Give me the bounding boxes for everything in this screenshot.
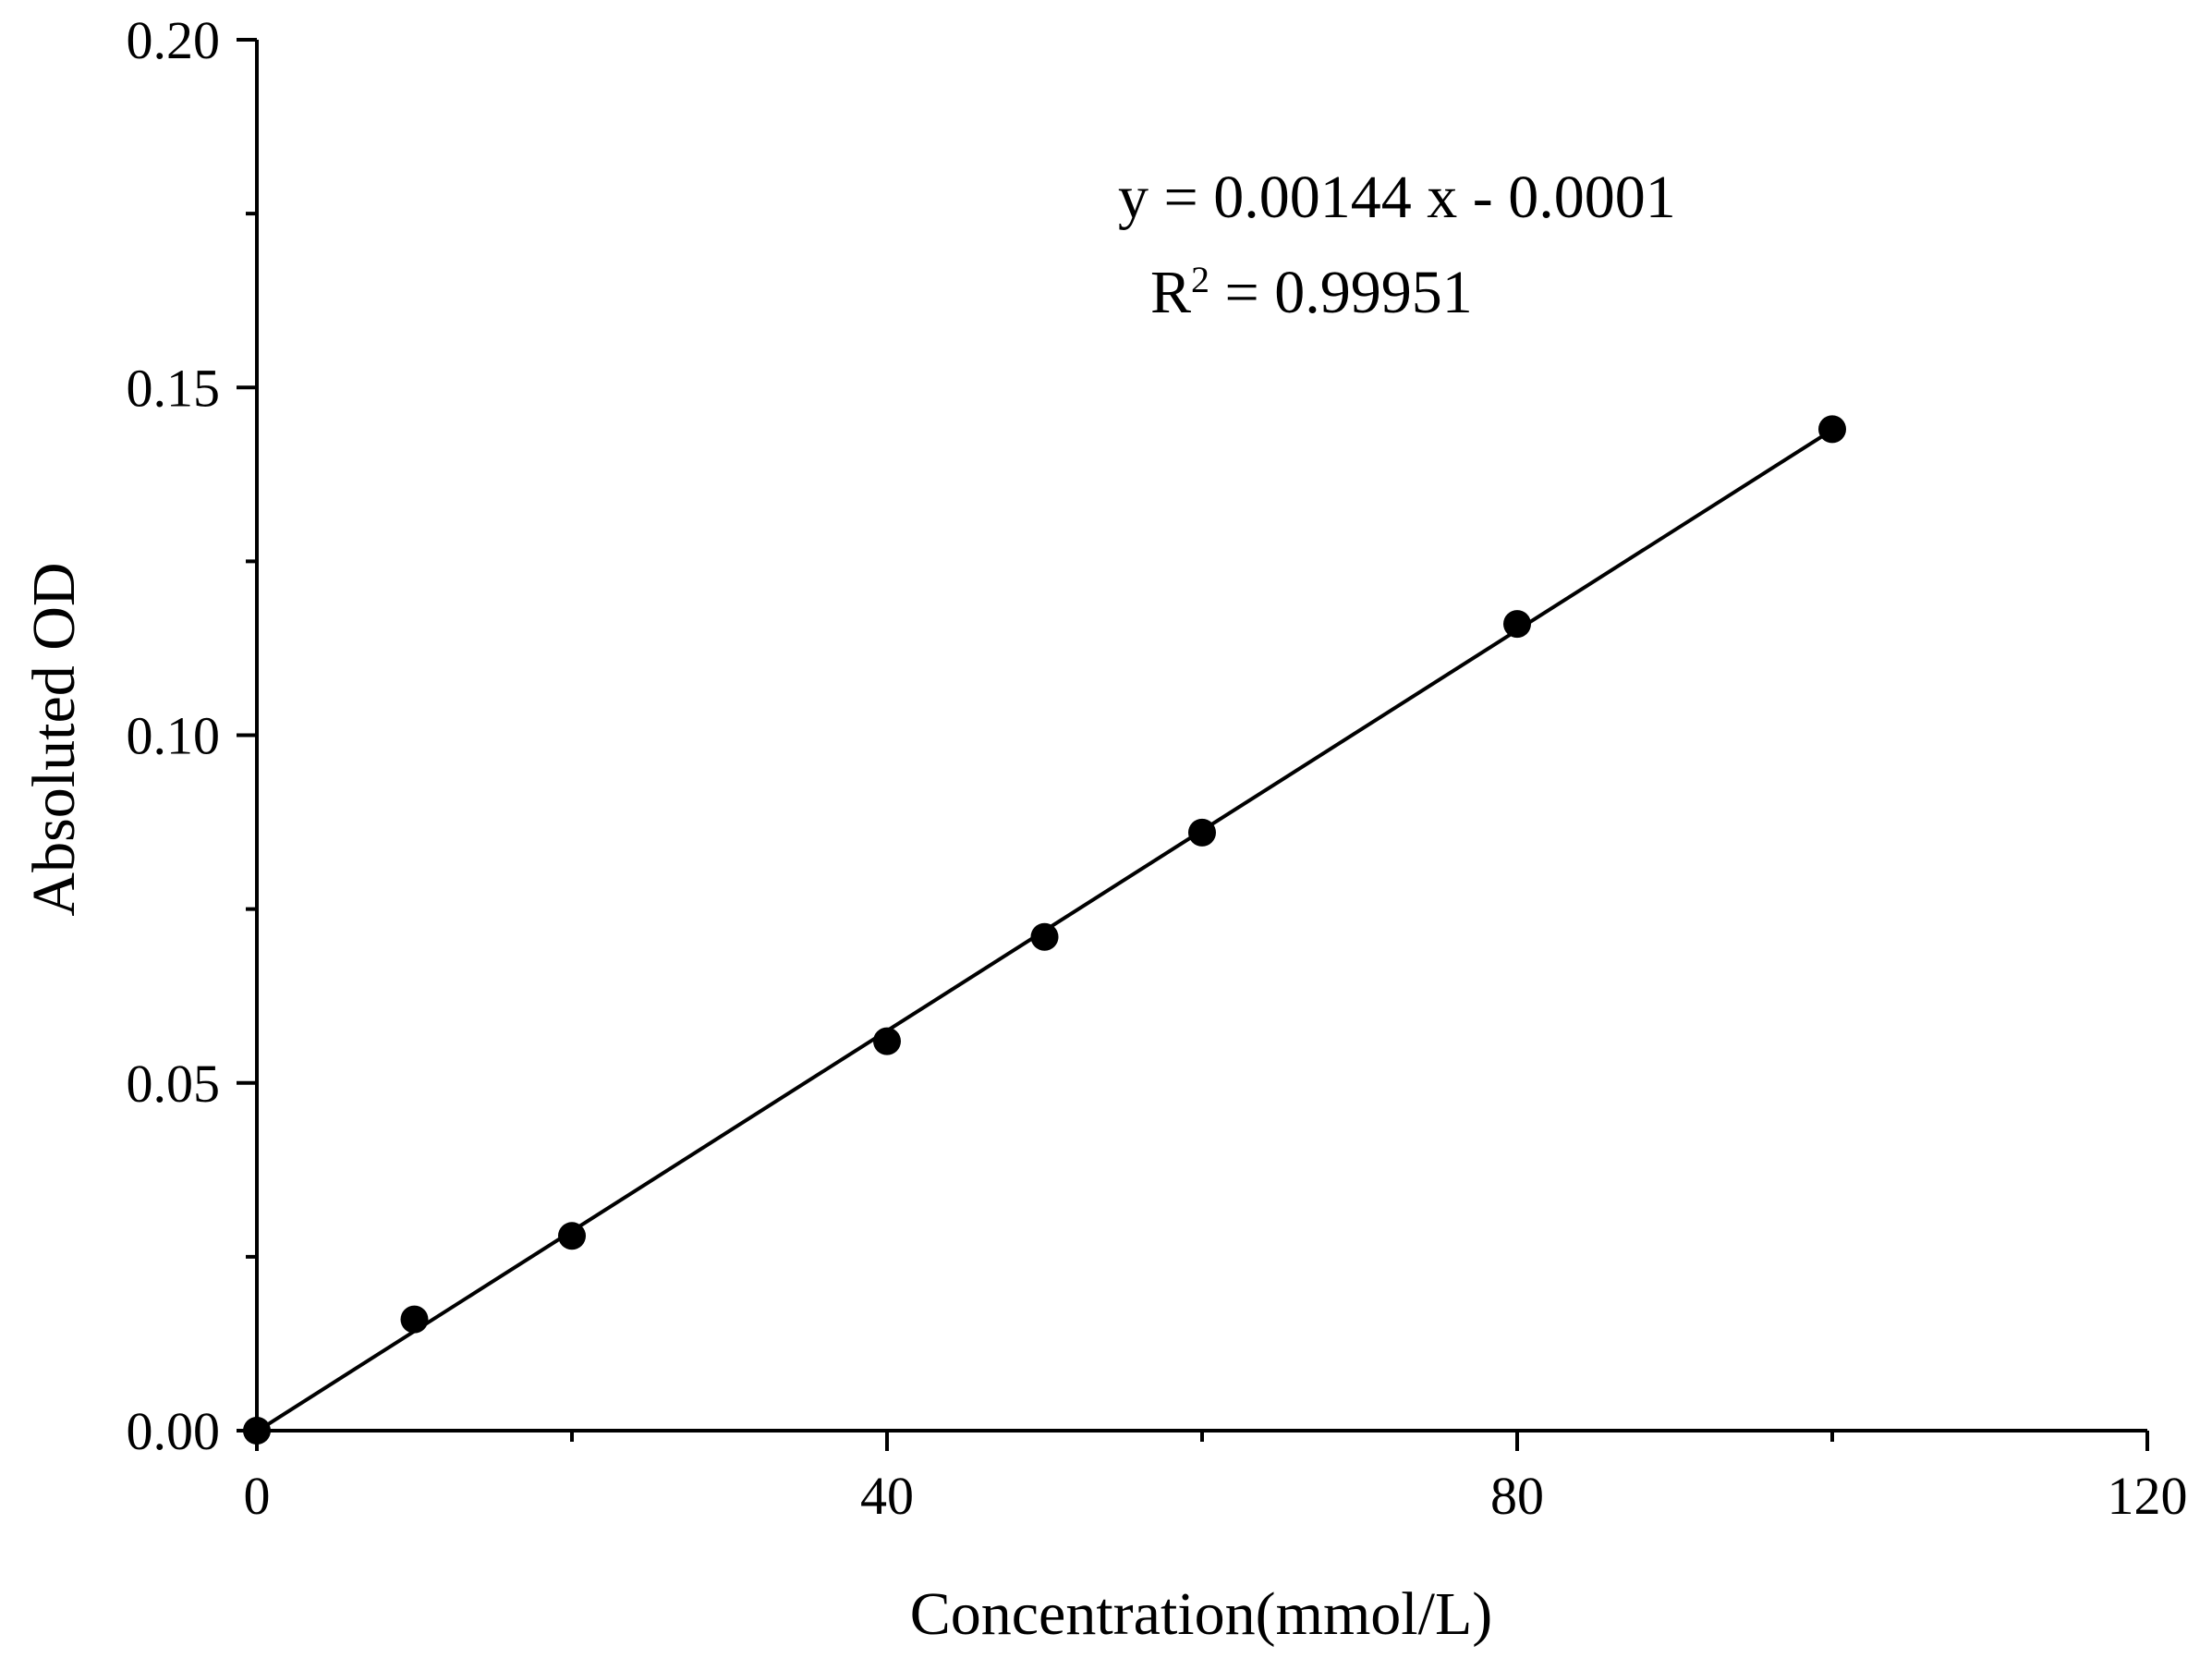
y-tick-label: 0.20 — [127, 10, 221, 70]
ticks: 0 40 80 120 0.00 0.05 0.10 0.15 0.20 — [127, 10, 2188, 1526]
x-tick-label: 80 — [1490, 1466, 1544, 1526]
fit-equation: y = 0.00144 x - 0.0001 — [1118, 164, 1676, 231]
data-point — [400, 1305, 429, 1334]
r-squared-annotation: R2 = 0.99951 — [1150, 259, 1473, 327]
data-point — [243, 1417, 271, 1445]
y-axis-title: Absoluted OD — [20, 562, 88, 916]
axes — [255, 40, 2147, 1432]
data-point — [1818, 415, 1846, 444]
r-squared-superscript: 2 — [1191, 259, 1209, 300]
data-point — [558, 1222, 586, 1250]
x-tick-label: 0 — [244, 1466, 271, 1526]
x-axis-title: Concentration(mmol/L) — [910, 1580, 1493, 1648]
data-point — [873, 1027, 901, 1055]
data-points — [243, 415, 1846, 1445]
x-tick-label: 40 — [860, 1466, 914, 1526]
y-tick-label: 0.15 — [127, 358, 221, 418]
data-point — [1503, 610, 1531, 639]
y-tick-label: 0.10 — [127, 706, 221, 766]
data-point — [1030, 922, 1059, 951]
r-squared-label: R — [1150, 259, 1191, 326]
x-tick-label: 120 — [2108, 1466, 2188, 1526]
data-point — [1188, 818, 1216, 847]
y-tick-label: 0.05 — [127, 1054, 221, 1114]
r-squared-value: = 0.99951 — [1209, 259, 1473, 326]
y-tick-label: 0.00 — [127, 1401, 221, 1461]
